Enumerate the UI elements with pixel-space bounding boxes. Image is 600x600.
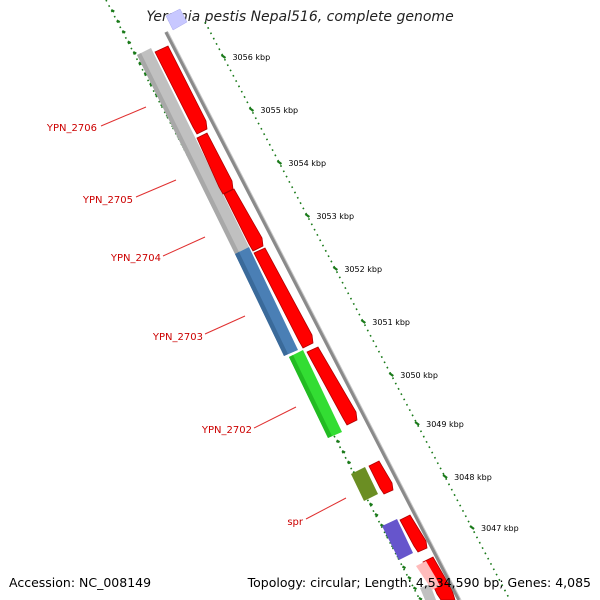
major-tick	[469, 525, 475, 530]
gene-arrow[interactable]	[196, 132, 234, 195]
inner-tick	[138, 61, 143, 66]
gene-arrow[interactable]	[154, 45, 208, 135]
scale-tick-label: 3048 kbp	[454, 473, 492, 482]
inner-tick	[368, 502, 374, 507]
scale-tick-label: 3049 kbp	[426, 420, 464, 429]
inner-tick	[132, 51, 137, 55]
gene-label-leader	[135, 179, 177, 198]
scale-tick-label: 3056 kbp	[232, 53, 270, 62]
gene-label[interactable]: YPN_2705	[82, 195, 133, 206]
gene-arrow[interactable]	[223, 188, 264, 252]
inner-tick	[418, 597, 423, 600]
gene-label[interactable]: YPN_2704	[110, 253, 161, 264]
gene-label-leader	[100, 106, 147, 127]
major-tick	[388, 372, 394, 377]
outer-dotted-line	[204, 21, 511, 600]
inner-tick	[412, 586, 417, 591]
major-tick	[414, 421, 420, 426]
feature-grey[interactable]	[137, 48, 249, 254]
inner-dotted-line	[105, 0, 421, 600]
major-tick	[220, 54, 227, 59]
genome-backbone	[164, 31, 461, 600]
inner-tick	[401, 565, 406, 570]
scale-tick-label: 3055 kbp	[260, 106, 298, 115]
inner-tick	[127, 40, 132, 45]
gene-label-group: YPN_2706 YPN_2705 YPN_2704 YPN_2703 YPN_2702…	[46, 106, 347, 528]
gene-label-leader	[305, 497, 347, 520]
genome-backbone-highlight	[167, 31, 462, 600]
major-tick	[360, 319, 366, 324]
scale-tick-label: 3047 kbp	[481, 524, 519, 533]
major-tick	[304, 213, 311, 218]
inner-tick	[341, 450, 346, 454]
inner-tick	[116, 19, 121, 24]
gene-arrow[interactable]	[422, 556, 456, 600]
feature-track	[137, 8, 436, 600]
gene-label[interactable]: YPN_2702	[201, 425, 252, 436]
feature-grey-shade	[137, 53, 239, 254]
feature-grey-bottom[interactable]	[420, 584, 436, 600]
gene-label[interactable]: YPN_2703	[152, 332, 203, 343]
feature-purple[interactable]	[382, 519, 413, 560]
scale-tick-label: 3052 kbp	[344, 265, 382, 274]
inner-tick	[121, 30, 126, 34]
feature-blue-shade	[235, 252, 288, 356]
scale-tick-label: 3051 kbp	[372, 318, 410, 327]
feature-blue[interactable]	[235, 247, 298, 356]
feature-olive[interactable]	[351, 467, 378, 501]
genome-summary-text: Topology: circular; Length: 4,534,590 bp…	[247, 575, 591, 590]
scale-tick-label: 3054 kbp	[288, 159, 326, 168]
map-title: Yersinia pestis Nepal516, complete genom…	[146, 9, 454, 25]
gene-arrow[interactable]	[306, 346, 358, 426]
accession-text: Accession: NC_008149	[9, 575, 152, 590]
feature-green-shade	[289, 355, 332, 438]
gene-label-leader	[204, 315, 246, 335]
inner-tick	[110, 9, 115, 13]
feature-green[interactable]	[289, 350, 342, 438]
gene-arrow[interactable]	[253, 247, 314, 349]
forward-gene-track	[154, 45, 456, 600]
inner-tick	[374, 513, 379, 517]
gene-label[interactable]: YPN_2706	[46, 123, 97, 134]
major-tick	[248, 107, 255, 112]
gene-arrow[interactable]	[399, 514, 428, 553]
scale-tick-label: 3050 kbp	[400, 371, 438, 380]
scale-tick-labels: 3056 kbp 3055 kbp 3054 kbp 3053 kbp 3052 kbp…	[232, 53, 518, 533]
gene-arrow[interactable]	[368, 460, 394, 495]
gene-label[interactable]: spr	[287, 517, 304, 528]
inner-tick	[407, 576, 412, 580]
gene-label-leader	[162, 236, 206, 257]
feature-lavender[interactable]	[165, 8, 188, 31]
outer-tick-ring	[204, 21, 511, 600]
scale-tick-label: 3053 kbp	[316, 212, 354, 221]
inner-tick	[336, 439, 341, 444]
gene-label-leader	[253, 406, 297, 429]
inner-tick	[347, 460, 352, 465]
major-tick	[442, 474, 448, 479]
major-tick	[332, 266, 338, 271]
major-tick	[276, 160, 283, 165]
gene-arrow-faded[interactable]	[416, 561, 440, 590]
